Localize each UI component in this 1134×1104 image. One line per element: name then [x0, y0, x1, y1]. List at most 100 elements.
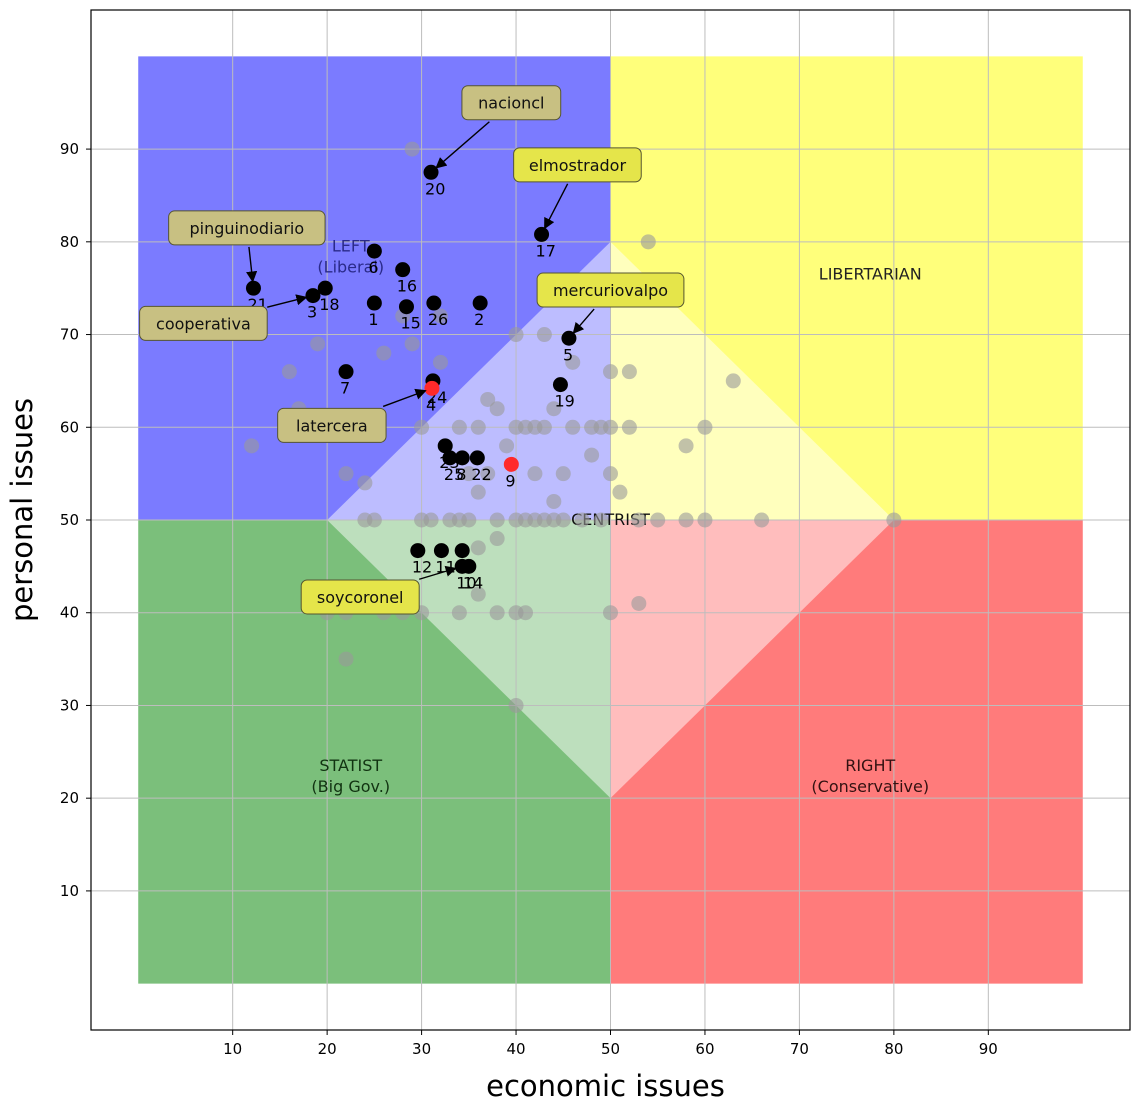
gray-point — [310, 336, 326, 352]
gray-point — [499, 438, 515, 454]
point-label: 2 — [474, 310, 484, 329]
annotations: nacioncl elmostrador pinguinodiario coopera… — [139, 85, 685, 615]
black-point — [454, 543, 470, 559]
annotation-arrow — [418, 565, 457, 580]
point-label: 15 — [400, 314, 420, 333]
gray-point — [489, 605, 505, 621]
gray-point — [565, 354, 581, 370]
x-tick-label: 10 — [223, 1040, 242, 1058]
black-point — [472, 295, 488, 311]
y-tick-label: 20 — [60, 789, 79, 807]
gray-point — [555, 466, 571, 482]
black-point — [398, 299, 414, 315]
black-point — [395, 262, 411, 278]
gray-point — [517, 605, 533, 621]
gray-point — [631, 512, 647, 528]
point-label: 14 — [463, 573, 483, 592]
annotation-box — [461, 85, 562, 121]
x-tick-label: 20 — [318, 1040, 337, 1058]
annotation-label-elmostrador: elmostrador — [529, 156, 627, 175]
region-label-libertarian: LIBERTARIAN — [819, 264, 922, 283]
gray-point — [480, 391, 496, 407]
point-label: 8 — [456, 465, 466, 484]
x-tick-label: 70 — [790, 1040, 809, 1058]
black-point — [461, 558, 477, 574]
x-tick-label: 30 — [412, 1040, 431, 1058]
region-labels: LEFT (Liberal) LIBERTARIAN STATIST (Big Gov.… — [311, 237, 929, 796]
point-label: 9 — [505, 471, 515, 490]
point-label: 25 — [444, 465, 464, 484]
gray-point — [546, 493, 562, 509]
black-point — [366, 295, 382, 311]
gray-point — [640, 234, 656, 250]
black-point — [433, 543, 449, 559]
point-label: 1 — [368, 310, 378, 329]
annotation-box — [139, 305, 268, 341]
gray-point — [565, 419, 581, 435]
annotation-label-cooperativa: cooperativa — [156, 314, 251, 333]
gray-point — [678, 438, 694, 454]
gray-point — [281, 364, 297, 380]
x-axis-ticks: 10 20 30 40 50 60 70 80 90 — [223, 1030, 998, 1058]
gray-point — [527, 466, 543, 482]
gray-point — [338, 466, 354, 482]
annotation-arrow — [435, 121, 490, 169]
x-tick-label: 90 — [979, 1040, 998, 1058]
point-label: 4 — [426, 395, 436, 414]
black-point — [426, 295, 442, 311]
x-tick-label: 40 — [506, 1040, 525, 1058]
black-point — [366, 243, 382, 259]
gray-point — [338, 651, 354, 667]
gray-point — [603, 364, 618, 380]
point-label: 6 — [368, 258, 378, 277]
point-label: 26 — [428, 310, 448, 329]
y-tick-label: 90 — [60, 140, 79, 158]
gray-point — [357, 512, 373, 528]
gray-point — [621, 419, 637, 435]
y-tick-label: 10 — [60, 882, 79, 900]
point-label: 12 — [412, 558, 432, 577]
black-point — [317, 280, 333, 296]
gray-point — [244, 438, 260, 454]
gray-point — [432, 308, 448, 324]
y-tick-label: 30 — [60, 696, 79, 714]
annotation-label-mercuriovalpo: mercuriovalpo — [553, 281, 668, 300]
annotation-arrow — [544, 183, 569, 230]
annotation-box — [300, 579, 420, 615]
gray-point — [650, 512, 666, 528]
annotation-box — [536, 272, 685, 308]
x-axis-title: economic issues — [486, 1069, 725, 1103]
gray-point — [574, 512, 590, 528]
gray-point — [423, 512, 439, 528]
quadrant-regions — [138, 56, 1083, 984]
gray-point — [451, 605, 467, 621]
point-label: 20 — [425, 179, 445, 198]
annotation-label-latercera: latercera — [296, 416, 368, 435]
gray-point — [414, 419, 430, 435]
gray-point — [678, 512, 694, 528]
point-label: 10 — [456, 573, 476, 592]
red-point — [503, 456, 519, 472]
y-tick-label: 80 — [60, 233, 79, 251]
black-point — [437, 438, 453, 454]
region-label-left: LEFT (Liberal) — [317, 237, 384, 277]
annotation-box — [513, 147, 642, 183]
gray-point — [432, 354, 448, 370]
gray-point — [697, 512, 713, 528]
y-tick-label: 50 — [60, 511, 79, 529]
annotation-arrow — [572, 308, 595, 335]
black-point — [305, 288, 321, 304]
black-point — [469, 450, 485, 466]
black-point — [338, 364, 354, 380]
point-label: 7 — [340, 379, 350, 398]
annotation-arrow — [267, 294, 308, 308]
gray-point — [697, 419, 713, 435]
gray-point — [584, 447, 600, 463]
black-point — [552, 377, 568, 393]
red-point — [424, 380, 440, 396]
annotation-box — [277, 407, 387, 443]
region-label-right: RIGHT (Conservative) — [811, 756, 929, 796]
gray-point — [593, 512, 609, 528]
gray-point — [621, 364, 637, 380]
point-label: 17 — [536, 241, 556, 260]
